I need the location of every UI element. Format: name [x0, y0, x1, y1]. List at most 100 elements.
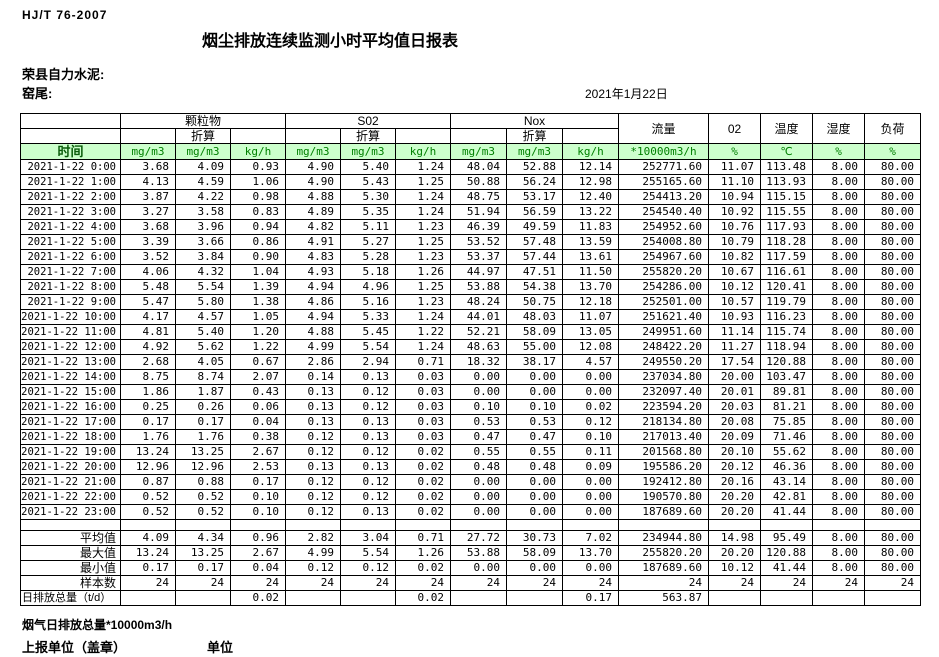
value-cell: 80.00: [864, 384, 921, 400]
value-cell: 20.01: [708, 384, 761, 400]
value-cell: 4.91: [285, 234, 341, 250]
value-cell: 58.09: [506, 545, 563, 561]
value-cell: 20.00: [708, 369, 761, 385]
value-cell: 10.67: [708, 264, 761, 280]
value-cell: 24: [120, 575, 176, 591]
value-cell: 10.12: [708, 279, 761, 295]
value-cell: 234944.80: [618, 530, 709, 546]
value-cell: 1.38: [230, 294, 286, 310]
value-cell: 24: [618, 575, 709, 591]
value-cell: 11.14: [708, 324, 761, 340]
value-cell: 18.32: [450, 354, 507, 370]
value-cell: 12.14: [562, 159, 619, 175]
conversion-label: 折算: [340, 128, 396, 144]
value-cell: 80.00: [864, 429, 921, 445]
value-cell: 4.09: [120, 530, 176, 546]
value-cell: 0.90: [230, 249, 286, 265]
time-cell: 2021-1-22 0:00: [20, 159, 121, 175]
value-cell: 5.43: [340, 174, 396, 190]
value-cell: 237034.80: [618, 369, 709, 385]
value-cell: 20.09: [708, 429, 761, 445]
spacer-cell: [708, 519, 761, 531]
value-cell: 0.17: [120, 560, 176, 576]
value-cell: 255165.60: [618, 174, 709, 190]
standard-code: HJ/T 76-2007: [22, 8, 108, 22]
value-cell: 0.10: [230, 489, 286, 505]
time-cell: 2021-1-22 20:00: [20, 459, 121, 475]
value-cell: 95.49: [760, 530, 813, 546]
value-cell: 1.24: [395, 309, 451, 325]
spacer-cell: [20, 519, 121, 531]
unit-header-row: 时间 mg/m3 mg/m3 kg/h mg/m3 mg/m3 kg/h mg/…: [20, 143, 921, 160]
value-cell: 0.55: [450, 444, 507, 460]
value-cell: [120, 590, 176, 606]
value-cell: 5.33: [340, 309, 396, 325]
report-title: 烟尘排放连续监测小时平均值日报表: [201, 33, 458, 50]
value-cell: 0.02: [395, 590, 451, 606]
table-row: 2021-1-22 14:00 8.75 8.74 2.07 0.14 0.13 0.03 0…: [20, 369, 921, 385]
value-cell: 0.00: [506, 369, 563, 385]
value-cell: 80.00: [864, 530, 921, 546]
table-row: 2021-1-22 6:00 3.52 3.84 0.90 4.83 5.28 1.23 53…: [20, 249, 921, 265]
value-cell: 4.32: [175, 264, 231, 280]
value-cell: 5.35: [340, 204, 396, 220]
value-cell: 248422.20: [618, 339, 709, 355]
value-cell: 80.00: [864, 560, 921, 576]
value-cell: 1.23: [395, 249, 451, 265]
value-cell: 4.34: [175, 530, 231, 546]
value-cell: 48.75: [450, 189, 507, 205]
table-row: 2021-1-22 3:00 3.27 3.58 0.83 4.89 5.35 1.24 51…: [20, 204, 921, 220]
value-cell: 80.00: [864, 399, 921, 415]
value-cell: 8.00: [812, 324, 865, 340]
value-cell: 0.17: [175, 414, 231, 430]
value-cell: 3.58: [175, 204, 231, 220]
o2-header: 02: [708, 113, 761, 144]
unit-cell: mg/m3: [175, 143, 231, 160]
value-cell: 0.12: [340, 444, 396, 460]
reporting-unit-label: 上报单位（盖章）: [22, 640, 127, 655]
unit-cell: %: [708, 143, 761, 160]
spacer-cell: [230, 519, 286, 531]
unit-cell: kg/h: [230, 143, 286, 160]
blank-cell: [230, 128, 286, 144]
value-cell: 11.27: [708, 339, 761, 355]
value-cell: 54.38: [506, 279, 563, 295]
value-cell: 120.88: [760, 545, 813, 561]
value-cell: 5.40: [175, 324, 231, 340]
time-cell: 2021-1-22 10:00: [20, 309, 121, 325]
value-cell: 13.25: [175, 545, 231, 561]
value-cell: 24: [506, 575, 563, 591]
value-cell: 50.88: [450, 174, 507, 190]
value-cell: 195586.20: [618, 459, 709, 475]
value-cell: 223594.20: [618, 399, 709, 415]
spacer-cell: [450, 519, 507, 531]
value-cell: 10.57: [708, 294, 761, 310]
value-cell: 24: [285, 575, 341, 591]
value-cell: 5.54: [340, 545, 396, 561]
value-cell: 4.89: [285, 204, 341, 220]
value-cell: 8.00: [812, 219, 865, 235]
conversion-header-row: 折算 折算 折算: [20, 128, 921, 144]
unit-cell: mg/m3: [120, 143, 176, 160]
value-cell: 13.05: [562, 324, 619, 340]
value-cell: 3.68: [120, 159, 176, 175]
value-cell: 80.00: [864, 339, 921, 355]
value-cell: 5.18: [340, 264, 396, 280]
value-cell: 4.81: [120, 324, 176, 340]
value-cell: 217013.40: [618, 429, 709, 445]
value-cell: 1.76: [120, 429, 176, 445]
value-cell: 0.38: [230, 429, 286, 445]
value-cell: 7.02: [562, 530, 619, 546]
value-cell: 0.02: [395, 444, 451, 460]
value-cell: 2.68: [120, 354, 176, 370]
value-cell: 4.57: [175, 309, 231, 325]
value-cell: 53.88: [450, 545, 507, 561]
value-cell: 0.00: [562, 369, 619, 385]
value-cell: 0.12: [340, 560, 396, 576]
value-cell: 0.17: [562, 590, 619, 606]
value-cell: 20.10: [708, 444, 761, 460]
value-cell: 0.47: [506, 429, 563, 445]
group-so2: S02: [285, 113, 451, 129]
value-cell: 0.04: [230, 560, 286, 576]
value-cell: 51.94: [450, 204, 507, 220]
